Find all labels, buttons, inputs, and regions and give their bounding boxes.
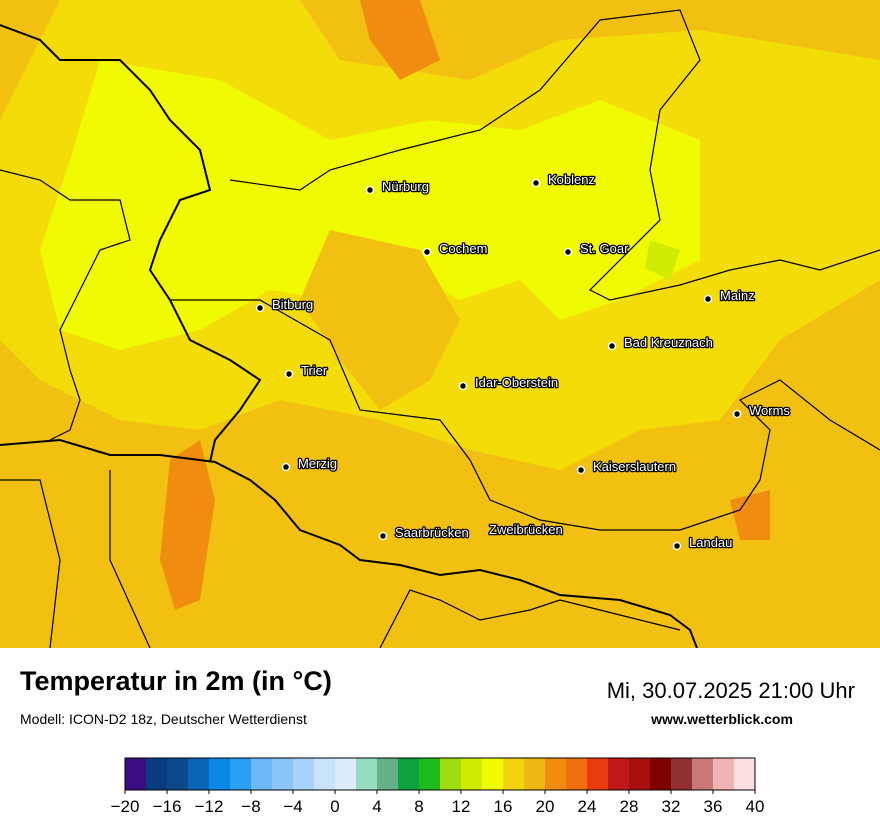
city-layer: Nürburg Koblenz Cochem St. Goar Bitburg Mainz…	[255, 171, 792, 551]
colorbar-tick-label: 20	[536, 797, 555, 816]
city-dot	[576, 465, 586, 475]
colorbar-tick-label: 4	[372, 797, 381, 816]
colorbar-segment	[671, 758, 693, 790]
border	[0, 470, 681, 649]
colorbar-segment	[713, 758, 735, 790]
city-dot	[607, 341, 617, 351]
city-dot	[732, 409, 742, 419]
cool-zone	[40, 60, 700, 350]
colorbar-segment	[587, 758, 609, 790]
country-border	[0, 24, 262, 463]
colorbar-segment	[440, 758, 462, 790]
colorbar-segment	[146, 758, 168, 790]
colorbar-tick-label: 12	[452, 797, 471, 816]
city-label: Bitburg	[272, 297, 313, 312]
city-label: Merzig	[298, 456, 337, 471]
datetime: Mi, 30.07.2025 21:00 Uhr	[607, 678, 855, 703]
subtitle: Modell: ICON-D2 18z, Deutscher Wetterdie…	[20, 711, 307, 727]
colorbar-tick-label: 16	[494, 797, 513, 816]
colorbar-segment	[272, 758, 294, 790]
city-label: Saarbrücken	[395, 525, 469, 540]
state-border	[0, 438, 698, 649]
city-dot	[672, 541, 682, 551]
colorbar-segment	[230, 758, 252, 790]
colorbar-segment	[545, 758, 567, 790]
colorbar-segment	[251, 758, 273, 790]
colorbar-tick-label: 40	[746, 797, 765, 816]
colorbar-segment	[608, 758, 630, 790]
colorbar-tick-label: −8	[241, 797, 260, 816]
colorbar-segment	[461, 758, 483, 790]
city-dot	[365, 185, 375, 195]
city-label: Kaiserslautern	[593, 459, 676, 474]
city-dot	[284, 369, 294, 379]
colorbar-segment	[692, 758, 714, 790]
colorbar-segment	[629, 758, 651, 790]
city-label: St. Goar	[580, 241, 629, 256]
colorbar-tick-label: 36	[704, 797, 723, 816]
hot-patch	[160, 440, 215, 610]
hot-patch	[360, 0, 440, 80]
title: Temperatur in 2m (in °C)	[20, 666, 332, 696]
city-dot	[422, 247, 432, 257]
colorbar-segment	[356, 758, 378, 790]
warm-patch	[300, 230, 460, 410]
colorbar-tick-label: −12	[195, 797, 224, 816]
hot-patch	[730, 490, 770, 540]
colorbar-tick-label: 0	[330, 797, 339, 816]
border	[0, 169, 131, 441]
city-dot	[703, 294, 713, 304]
city-label: Landau	[689, 535, 732, 550]
colorbar-segment	[293, 758, 315, 790]
colorbar-segment	[650, 758, 672, 790]
colorbar-segment	[482, 758, 504, 790]
city-dot	[458, 381, 468, 391]
colorbar-tick-label: −4	[283, 797, 302, 816]
colorbar-tick-label: −20	[111, 797, 140, 816]
city-dot	[255, 303, 265, 313]
city-label: Nürburg	[382, 179, 429, 194]
website: www.wetterblick.com	[650, 711, 793, 727]
colorbar-segment	[734, 758, 756, 790]
city-label: Zweibrücken	[489, 522, 563, 537]
colorbar-frame	[124, 757, 756, 791]
city-label: Trier	[301, 363, 328, 378]
colorbar-segment	[314, 758, 336, 790]
colorbar-segment	[524, 758, 546, 790]
city-dot	[281, 462, 291, 472]
colorbar-segment	[398, 758, 420, 790]
city-label: Bad Kreuznach	[624, 335, 713, 350]
colorbar-segment	[125, 758, 147, 790]
border	[170, 299, 880, 531]
city-label: Mainz	[720, 288, 755, 303]
cool-patch	[645, 240, 680, 280]
border	[229, 9, 880, 301]
city-dot	[563, 247, 573, 257]
colorbar-segment	[167, 758, 189, 790]
city-label: Worms	[749, 403, 790, 418]
city-dot	[378, 531, 388, 541]
colorbar-tick-label: 8	[414, 797, 423, 816]
colorbar-tick-label: 24	[578, 797, 597, 816]
colorbar-segment	[377, 758, 399, 790]
colorbar: −20 −16 −12 −8 −4 0 4 8 12 16 20 24 28 32 36 40	[111, 757, 765, 816]
colorbar-tick-label: 32	[662, 797, 681, 816]
colorbar-tick-label: −16	[153, 797, 182, 816]
colorbar-segment	[503, 758, 525, 790]
city-label: Cochem	[439, 241, 487, 256]
colorbar-segment	[335, 758, 357, 790]
city-dot	[531, 178, 541, 188]
city-label: Koblenz	[548, 172, 595, 187]
colorbar-tick-label: 28	[620, 797, 639, 816]
colorbar-segment	[188, 758, 210, 790]
map: Nürburg Koblenz Cochem St. Goar Bitburg Mainz…	[0, 0, 880, 649]
city-label: Idar-Oberstein	[475, 375, 558, 390]
colorbar-segment	[566, 758, 588, 790]
colorbar-segment	[419, 758, 441, 790]
footer-background	[0, 648, 880, 830]
colorbar-segment	[209, 758, 231, 790]
